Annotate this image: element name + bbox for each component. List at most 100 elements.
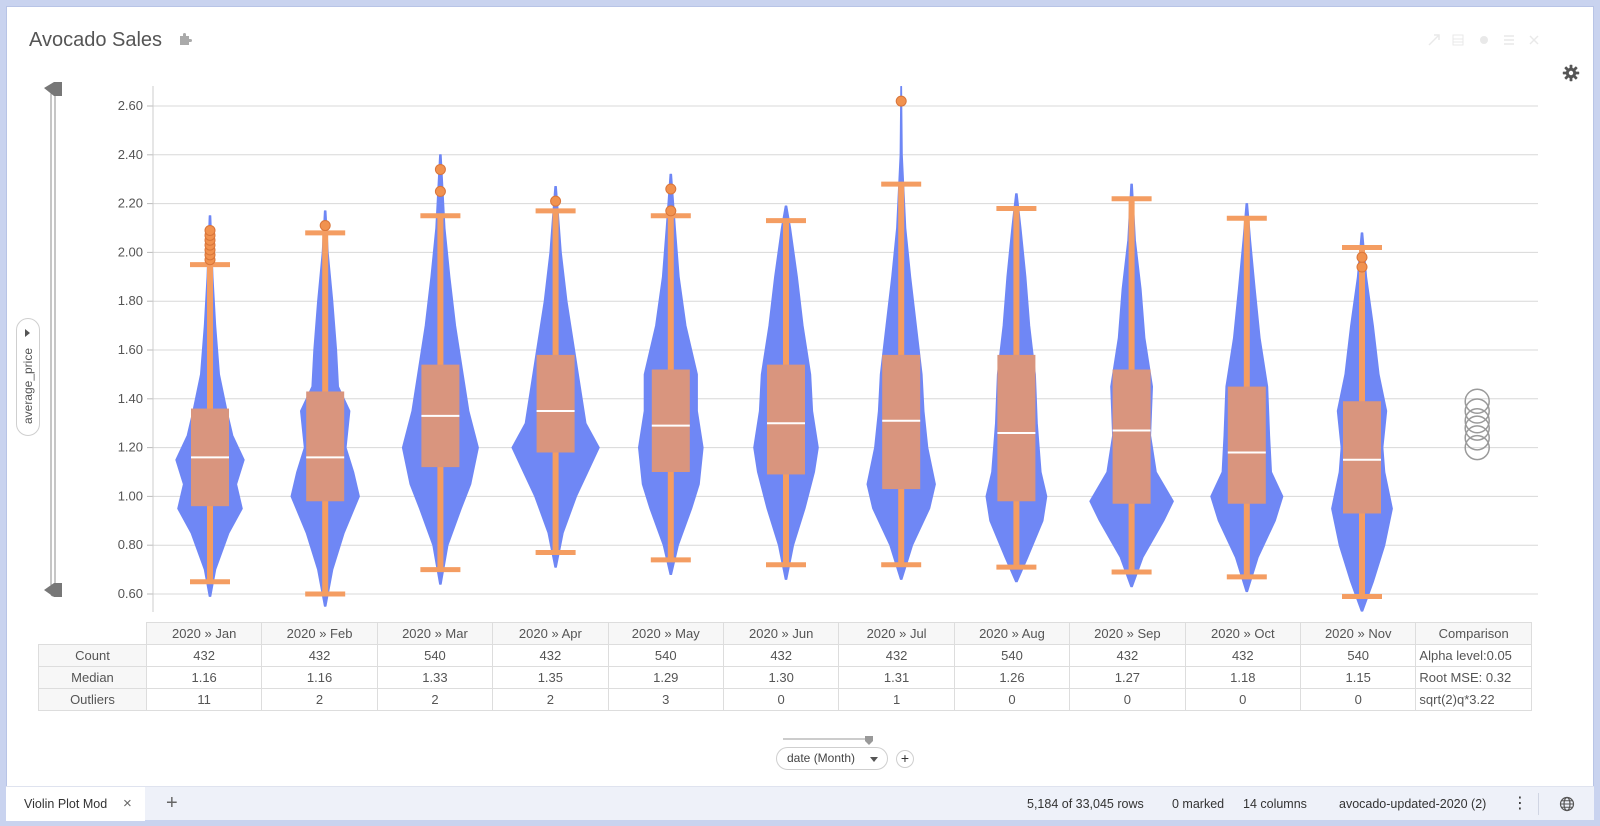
- y-tick-label: 1.20: [118, 440, 143, 455]
- y-axis-selector[interactable]: average_price: [16, 318, 40, 436]
- y-slider-top-handle: [44, 82, 62, 96]
- column-header: 2020 » Feb: [261, 622, 378, 645]
- box: [306, 391, 345, 502]
- globe-icon[interactable]: [1559, 796, 1575, 812]
- median-cell: 1.26: [953, 666, 1071, 689]
- row-label-count: Count: [38, 644, 147, 667]
- x-axis-selector[interactable]: date (Month): [776, 747, 888, 770]
- column-header: 2020 » Jul: [838, 622, 955, 645]
- comparison-rmse: Root MSE: 0.32: [1415, 666, 1532, 689]
- outliers-cell: 0: [1069, 688, 1186, 711]
- count-cell: 432: [722, 644, 840, 667]
- box: [1112, 369, 1151, 504]
- outliers-cell: 2: [261, 688, 378, 711]
- caret-right-icon: [25, 329, 30, 337]
- comparison-circle: [1464, 398, 1490, 424]
- y-axis-range-slider[interactable]: [40, 80, 66, 600]
- column-header: 2020 » Oct: [1184, 622, 1302, 645]
- count-cell: 432: [838, 644, 955, 667]
- outlier-point: [1356, 261, 1368, 273]
- outlier-point: [665, 183, 677, 195]
- column-header: 2020 » Jan: [145, 622, 263, 645]
- outliers-cell: 2: [376, 688, 494, 711]
- add-page-button[interactable]: +: [166, 792, 178, 814]
- y-tick-label: 2.40: [118, 147, 143, 162]
- comparison-circle: [1464, 408, 1490, 434]
- row-label-median: Median: [38, 666, 147, 689]
- stats-median-row: Median 1.16 1.16 1.33 1.35 1.29 1.30 1.31 1.26 1…: [38, 666, 1532, 689]
- add-axis-button[interactable]: +: [896, 750, 914, 768]
- comparison-circle: [1464, 425, 1490, 451]
- outlier-point: [550, 195, 562, 207]
- outlier-point: [204, 224, 216, 236]
- row-label-outliers: Outliers: [38, 688, 147, 711]
- settings-icon[interactable]: [1477, 33, 1491, 47]
- column-header: 2020 » Sep: [1069, 622, 1186, 645]
- comparison-q: sqrt(2)q*3.22: [1415, 688, 1532, 711]
- y-tick-label: 2.60: [118, 98, 143, 113]
- comparison-circle: [1464, 388, 1490, 414]
- box: [651, 369, 690, 472]
- row-count: 5,184 of 33,045 rows: [1027, 797, 1144, 811]
- dataset-name[interactable]: avocado-updated-2020 (2): [1339, 797, 1487, 811]
- box: [1343, 401, 1381, 514]
- count-cell: 540: [607, 644, 724, 667]
- count-cell: 432: [145, 644, 263, 667]
- median-cell: 1.18: [1184, 666, 1302, 689]
- median-cell: 1.31: [838, 666, 955, 689]
- close-tab-icon[interactable]: ×: [123, 795, 132, 812]
- close-icon[interactable]: [1527, 33, 1541, 47]
- median-cell: 1.35: [492, 666, 609, 689]
- stats-table: 2020 » Jan 2020 » Feb 2020 » Mar 2020 » Apr…: [38, 622, 1532, 711]
- comparison-circle: [1464, 434, 1490, 461]
- more-options-icon[interactable]: ⋮: [1512, 795, 1528, 812]
- outliers-cell: 0: [722, 688, 840, 711]
- status-bar: Violin Plot Mod × + 5,184 of 33,045 rows…: [6, 786, 1594, 821]
- comparison-header: Comparison: [1415, 622, 1532, 645]
- outlier-point: [319, 220, 331, 232]
- count-cell: 540: [1299, 644, 1417, 667]
- median-cell: 1.33: [376, 666, 494, 689]
- outliers-cell: 0: [1184, 688, 1302, 711]
- comparison-circle: [1464, 415, 1490, 441]
- box: [997, 354, 1036, 502]
- chevron-down-icon: [870, 757, 878, 762]
- y-tick-label: 1.40: [118, 391, 143, 406]
- median-cell: 1.29: [607, 666, 724, 689]
- outlier-point: [434, 185, 446, 197]
- x-axis-range-slider[interactable]: [781, 736, 877, 746]
- column-count: 14 columns: [1243, 797, 1307, 811]
- y-tick-label: 0.80: [118, 537, 143, 552]
- stats-count-row: Count 432 432 540 432 540 432 432 540 432 432 540 A…: [38, 644, 1532, 667]
- outliers-cell: 1: [838, 688, 955, 711]
- mod-puzzle-icon: [180, 33, 192, 45]
- count-cell: 540: [376, 644, 494, 667]
- count-cell: 432: [492, 644, 609, 667]
- count-cell: 540: [953, 644, 1071, 667]
- x-axis-label: date (Month): [787, 751, 856, 765]
- visualization-title: Avocado Sales: [29, 29, 163, 51]
- box: [767, 364, 805, 475]
- box: [1227, 386, 1266, 504]
- y-tick-label: 2.00: [118, 244, 143, 259]
- y-tick-label: 1.60: [118, 342, 143, 357]
- y-slider-bottom-handle: [44, 583, 62, 597]
- page-tab[interactable]: Violin Plot Mod ×: [6, 787, 145, 821]
- count-cell: 432: [261, 644, 378, 667]
- x-slider-handle: [865, 736, 873, 745]
- table-icon[interactable]: [1451, 33, 1465, 47]
- outlier-point: [434, 163, 446, 175]
- marked-count: 0 marked: [1172, 797, 1225, 811]
- box: [882, 354, 921, 490]
- column-header: 2020 » May: [607, 622, 724, 645]
- count-cell: 432: [1069, 644, 1186, 667]
- box: [536, 354, 575, 453]
- stats-outliers-row: Outliers 11 2 2 2 3 0 1 0 0 0 0 sqrt(2)q*3.22: [38, 688, 1532, 711]
- comparison-alpha: Alpha level:0.05: [1415, 644, 1532, 667]
- expand-icon[interactable]: [1427, 33, 1441, 47]
- column-header: 2020 » Mar: [376, 622, 494, 645]
- list-icon[interactable]: [1502, 33, 1516, 47]
- gear-icon[interactable]: [1562, 64, 1580, 82]
- column-header: 2020 » Aug: [953, 622, 1071, 645]
- outlier-point: [895, 95, 907, 107]
